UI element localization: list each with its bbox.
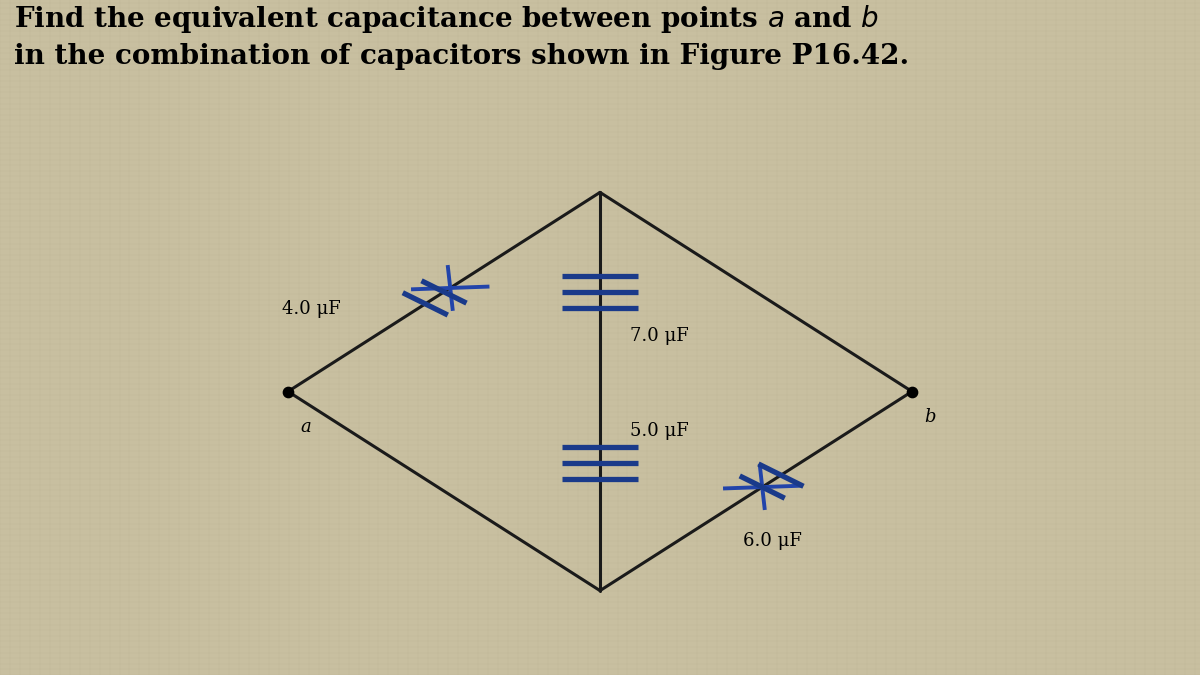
Text: 5.0 μF: 5.0 μF: [630, 423, 689, 440]
Text: 4.0 μF: 4.0 μF: [282, 300, 341, 318]
Point: [902, 386, 922, 397]
Point: [278, 386, 298, 397]
Text: b: b: [924, 408, 936, 427]
Text: a: a: [300, 418, 311, 437]
Text: Find the equivalent capacitance between points $\it{a}$ and $\it{b}$: Find the equivalent capacitance between …: [14, 3, 880, 35]
Text: 6.0 μF: 6.0 μF: [743, 532, 802, 550]
Text: in the combination of capacitors shown in Figure P16.42.: in the combination of capacitors shown i…: [14, 43, 910, 70]
Text: 7.0 μF: 7.0 μF: [630, 327, 689, 345]
